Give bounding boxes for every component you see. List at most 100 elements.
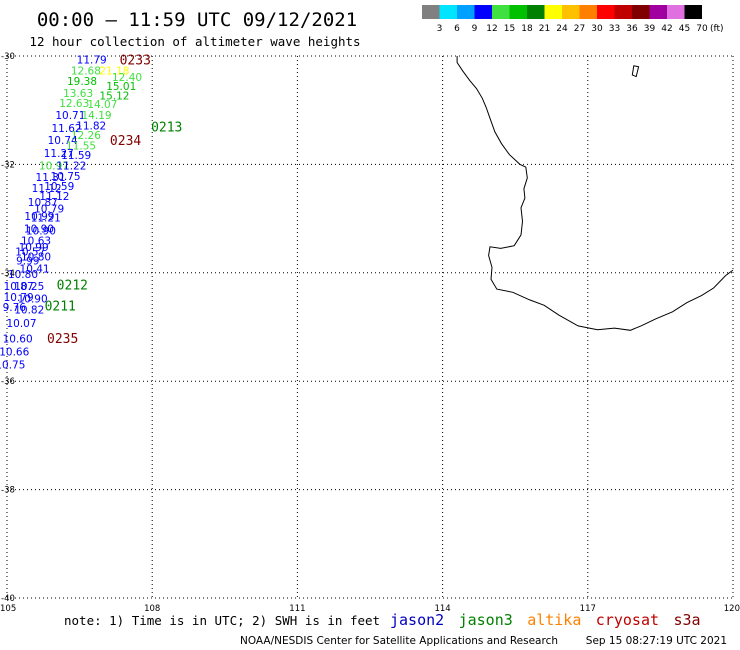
wave-height-label: 10.74 <box>48 135 78 147</box>
scale-swatch-70 <box>684 5 702 19</box>
scale-swatch-39 <box>632 5 650 19</box>
scale-swatch-27 <box>562 5 580 19</box>
scale-unit-label: (ft) <box>710 24 724 34</box>
wave-height-label: 10.90 <box>26 226 56 238</box>
wave-height-label: 11.79 <box>77 54 107 66</box>
mission-label-cryosat: cryosat <box>596 611 659 629</box>
mission-legend: jason2 jason3 altika cryosat s3a <box>390 611 701 629</box>
wave-height-label: 10.71 <box>55 110 85 122</box>
wave-height-label: 10.79 <box>34 203 64 215</box>
wave-height-label: 10.41 <box>20 263 50 275</box>
satellite-pass-labels: 0233 0213 0234 0212 0211 0235 <box>45 53 183 347</box>
lat-tick-label: -40 <box>1 594 15 604</box>
scale-swatch-6 <box>439 5 457 19</box>
wave-height-label: 10.87 <box>28 197 58 209</box>
mission-label-jason2: jason2 <box>390 611 444 629</box>
map-title: 00:00 – 11:59 UTC 09/12/2021 <box>37 9 357 31</box>
scale-tick-label: 33 <box>609 24 620 34</box>
wave-height-label: 12.26 <box>71 130 101 142</box>
wave-height-label: 14.07 <box>87 99 117 111</box>
wave-height-label: 14.19 <box>82 110 112 122</box>
scale-tick-label: 70 <box>696 24 708 34</box>
wave-height-label: 10.75 <box>0 359 25 371</box>
pass-number-label: 0212 <box>57 279 88 294</box>
mission-label-s3a: s3a <box>674 611 701 629</box>
scale-swatch-30 <box>579 5 597 19</box>
wave-height-label: 11.27 <box>44 148 74 160</box>
wave-height-label: 12.68 <box>71 66 101 78</box>
wave-height-label: 10.59 <box>44 181 74 193</box>
pass-number-label: 0235 <box>47 332 78 347</box>
mission-label-altika: altika <box>527 611 581 629</box>
lat-tick-label: -34 <box>1 269 15 279</box>
wave-height-label: 10.97 <box>39 160 69 172</box>
pass-number-label: 0234 <box>110 134 141 149</box>
wave-height-color-scale: 3 6 9 12 15 18 21 24 27 30 33 36 39 42 45 70 (ft) <box>422 5 724 34</box>
australia-coastline <box>456 56 734 331</box>
wave-height-label: 11.62 <box>52 123 82 135</box>
wave-height-label: 11.55 <box>66 140 96 152</box>
lat-tick-label: -32 <box>1 160 15 170</box>
timestamp-text: Sep 15 08:27:19 UTC 2021 <box>586 635 727 647</box>
scale-tick-label: 21 <box>539 24 550 34</box>
lon-tick-label: 108 <box>144 604 160 614</box>
scale-tick-label: 45 <box>679 24 690 34</box>
credit-text: NOAA/NESDIS Center for Satellite Applica… <box>240 635 558 647</box>
scale-tick-label: 18 <box>521 24 533 34</box>
wave-height-label: 9.99 <box>16 255 39 267</box>
lon-tick-label: 114 <box>434 604 450 614</box>
wave-height-label: 10.66 <box>0 346 30 358</box>
lat-lon-gridlines <box>6 55 734 599</box>
scale-tick-label: 9 <box>472 24 478 34</box>
scale-swatch-21 <box>527 5 545 19</box>
wave-height-label: 10.90 <box>18 293 48 305</box>
scale-tick-label: 39 <box>644 24 656 34</box>
wave-height-label: 11.12 <box>39 191 69 203</box>
lat-tick-label: -30 <box>1 52 15 62</box>
wave-height-label: 10.99 <box>24 211 54 223</box>
pass-number-label: 0213 <box>151 120 182 135</box>
scale-swatch-15 <box>492 5 510 19</box>
wave-height-label: 11.21 <box>31 213 61 225</box>
footer-note: note: 1) Time is in UTC; 2) SWH is in fe… <box>64 613 380 628</box>
scale-swatch-42 <box>649 5 667 19</box>
wave-height-label: 15.12 <box>99 91 129 103</box>
wave-height-label: 10.60 <box>3 333 33 345</box>
lon-tick-label: 105 <box>0 604 16 614</box>
scale-swatch-9 <box>457 5 475 19</box>
scale-swatch-24 <box>544 5 562 19</box>
lon-tick-label: 111 <box>289 604 305 614</box>
scale-swatch-12 <box>474 5 492 19</box>
wave-height-label: 10.90 <box>24 223 54 235</box>
scale-tick-label: 15 <box>504 24 515 34</box>
wave-height-label: 12.63 <box>59 98 89 110</box>
wave-height-label: 10.87 <box>4 281 34 293</box>
scale-tick-label: 12 <box>486 24 497 34</box>
latitude-labels: -30 -32 -34 -36 -38 -40 <box>1 52 15 604</box>
island-outlines <box>631 65 640 78</box>
wave-height-label: 19.38 <box>67 76 97 88</box>
wave-height-label: 9.76 <box>3 302 27 314</box>
pass-number-label: 0211 <box>45 299 76 314</box>
scale-tick-label: 27 <box>574 24 585 34</box>
lon-tick-label: 120 <box>724 604 740 614</box>
wave-height-label: 10.57 <box>15 247 45 259</box>
wave-height-label: 11.31 <box>36 172 66 184</box>
map-subtitle: 12 hour collection of altimeter wave hei… <box>29 34 360 49</box>
scale-tick-label: 3 <box>437 24 443 34</box>
wave-height-label: 10.99 <box>19 242 49 254</box>
wave-height-label: 11.22 <box>56 160 86 172</box>
scale-tick-label: 42 <box>661 24 672 34</box>
wave-height-label: 10.75 <box>51 171 81 183</box>
scale-swatch-45 <box>667 5 685 19</box>
wave-height-label: 12.40 <box>112 72 142 84</box>
wave-height-label: 10.25 <box>14 281 44 293</box>
wave-height-label: 10.80 <box>8 269 38 281</box>
scale-swatch-33 <box>597 5 615 19</box>
wave-height-label: 15.01 <box>106 81 136 93</box>
wave-height-label: 10.07 <box>6 318 36 330</box>
wave-height-label: 11.12 <box>32 183 62 195</box>
scale-tick-label: 30 <box>591 24 603 34</box>
wave-height-label: 10.63 <box>21 235 51 247</box>
scale-swatch-18 <box>509 5 527 19</box>
